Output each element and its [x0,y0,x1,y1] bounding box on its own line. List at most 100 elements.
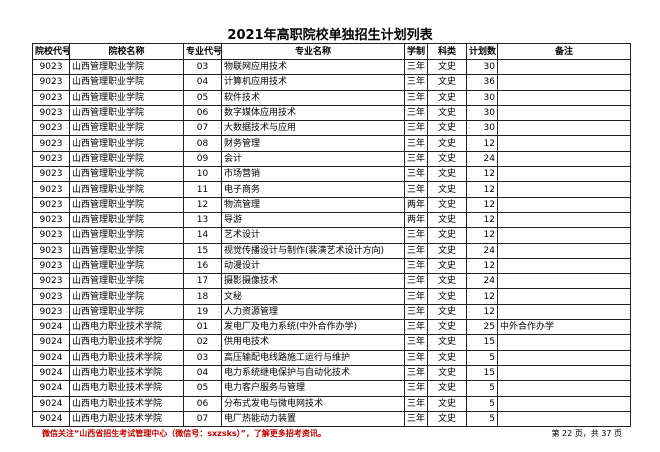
cell-major-name: 电力系统继电保护与自动化技术 [221,364,405,382]
cell-duration: 三年 [404,257,428,275]
cell-duration: 三年 [404,288,428,305]
cell-major-code: 03 [183,58,222,76]
cell-category: 文史 [427,334,467,351]
cell-major-name: 人力资源管理 [221,303,405,321]
cell-remarks [497,74,631,91]
cell-category: 文史 [427,288,467,305]
header-duration: 学制 [404,43,428,60]
cell-major-code: 05 [183,89,222,106]
cell-category: 文史 [427,242,467,259]
cell-major-name: 财务管理 [221,135,405,152]
cell-school-code: 9024 [32,395,70,412]
cell-school-code: 9023 [32,273,70,290]
cell-category: 文史 [427,150,467,168]
cell-plan-count: 30 [466,120,498,137]
cell-major-name: 会计 [221,150,405,168]
cell-duration: 三年 [404,303,428,321]
table-row: 9023 山西管理职业学院 17 摄影摄像技术 三年 文史 24 [32,273,631,290]
cell-plan-count: 24 [466,273,498,290]
cell-category: 文史 [427,319,467,336]
cell-school-code: 9023 [32,288,70,305]
cell-major-name: 物联网应用技术 [221,58,405,76]
cell-duration: 三年 [404,89,428,106]
cell-school-code: 9023 [32,58,70,76]
cell-plan-count: 12 [466,288,498,305]
cell-category: 文史 [427,89,467,106]
cell-school-name: 山西管理职业学院 [69,89,184,106]
cell-category: 文史 [427,58,467,76]
cell-major-name: 物流管理 [221,196,405,213]
cell-plan-count: 5 [466,349,498,366]
cell-remarks [497,288,631,305]
cell-category: 文史 [427,349,467,366]
cell-major-code: 18 [183,288,222,305]
cell-major-code: 17 [183,273,222,290]
cell-remarks: 中外合作办学 [497,319,631,336]
cell-remarks [497,89,631,106]
cell-major-code: 07 [183,120,222,137]
cell-remarks [497,410,631,428]
cell-major-name: 软件技术 [221,89,405,106]
cell-school-code: 9024 [32,349,70,366]
cell-category: 文史 [427,196,467,213]
cell-duration: 三年 [404,242,428,259]
cell-plan-count: 30 [466,104,498,122]
header-school-code: 院校代号 [32,43,70,60]
cell-school-code: 9023 [32,196,70,213]
cell-school-name: 山西管理职业学院 [69,74,184,91]
table-row: 9024 山西电力职业技术学院 05 电力客户服务与管理 三年 文史 5 [32,380,631,397]
cell-plan-count: 12 [466,303,498,321]
cell-plan-count: 25 [466,319,498,336]
cell-duration: 三年 [404,120,428,137]
cell-major-name: 艺术设计 [221,227,405,244]
cell-category: 文史 [427,166,467,183]
cell-school-name: 山西管理职业学院 [69,181,184,198]
cell-duration: 三年 [404,58,428,76]
table-row: 9023 山西管理职业学院 11 电子商务 三年 文史 12 [32,181,631,198]
cell-plan-count: 12 [466,181,498,198]
cell-remarks [497,257,631,275]
cell-plan-count: 36 [466,74,498,91]
cell-remarks [497,334,631,351]
table-row: 9024 山西电力职业技术学院 03 高压输配电线路施工运行与维护 三年 文史 5 [32,349,631,366]
cell-major-code: 06 [183,395,222,412]
cell-major-name: 电力客户服务与管理 [221,380,405,397]
cell-major-name: 摄影摄像技术 [221,273,405,290]
cell-remarks [497,303,631,321]
cell-duration: 三年 [404,319,428,336]
cell-major-name: 视觉传播设计与制作(装潢艺术设计方向) [221,242,405,259]
cell-category: 文史 [427,181,467,198]
cell-remarks [497,380,631,397]
cell-remarks [497,135,631,152]
cell-duration: 三年 [404,364,428,382]
table-row: 9024 山西电力职业技术学院 02 供用电技术 三年 文史 15 [32,334,631,351]
table-row: 9023 山西管理职业学院 06 数字媒体应用技术 三年 文史 30 [32,104,631,122]
cell-major-code: 07 [183,410,222,428]
cell-major-code: 04 [183,74,222,91]
cell-major-code: 11 [183,181,222,198]
cell-duration: 两年 [404,196,428,213]
cell-major-code: 08 [183,135,222,152]
table-row: 9023 山西管理职业学院 09 会计 三年 文史 24 [32,150,631,168]
cell-remarks [497,196,631,213]
cell-duration: 三年 [404,227,428,244]
cell-category: 文史 [427,120,467,137]
enrollment-table: 院校代号 院校名称 专业代号 专业名称 学制 科类 计划数 备注 9023 山西管理职业学院 03… [32,43,631,428]
cell-major-name: 市场营销 [221,166,405,183]
cell-school-code: 9024 [32,364,70,382]
cell-category: 文史 [427,257,467,275]
cell-school-code: 9023 [32,74,70,91]
cell-major-code: 03 [183,349,222,366]
cell-duration: 三年 [404,273,428,290]
cell-major-code: 12 [183,196,222,213]
cell-category: 文史 [427,74,467,91]
cell-school-name: 山西电力职业技术学院 [69,334,184,351]
cell-plan-count: 15 [466,334,498,351]
cell-plan-count: 30 [466,89,498,106]
cell-school-code: 9023 [32,257,70,275]
cell-plan-count: 5 [466,380,498,397]
cell-duration: 三年 [404,135,428,152]
page-title: 2021年高职院校单独招生计划列表 [227,28,433,43]
cell-school-name: 山西管理职业学院 [69,303,184,321]
cell-major-name: 动漫设计 [221,257,405,275]
